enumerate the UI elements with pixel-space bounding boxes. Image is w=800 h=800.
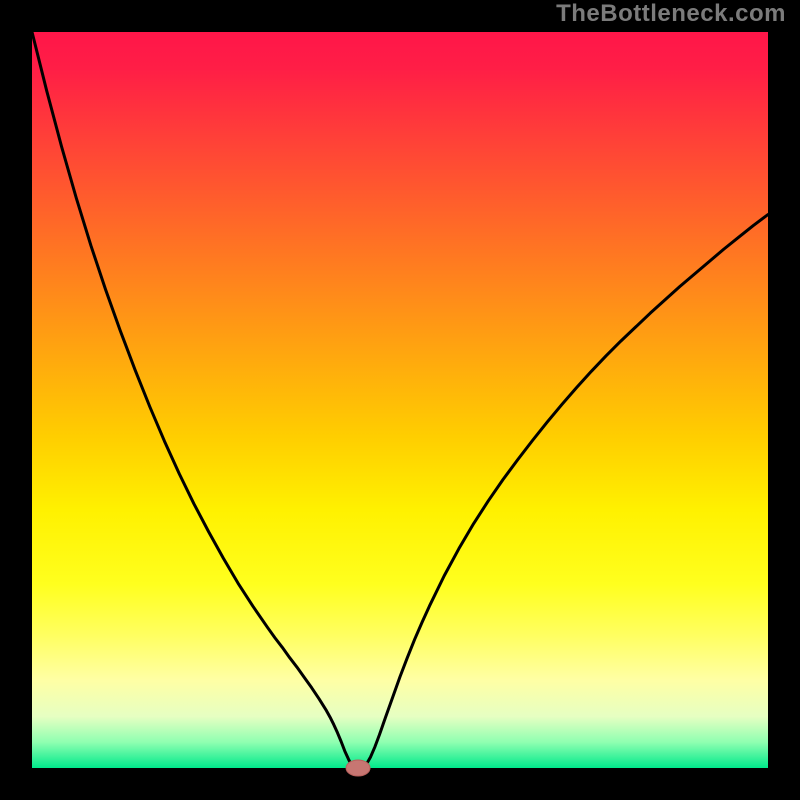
watermark-text: TheBottleneck.com bbox=[556, 0, 786, 28]
plot-background bbox=[32, 32, 768, 768]
bottleneck-min-marker bbox=[346, 760, 370, 776]
bottleneck-chart bbox=[0, 0, 800, 800]
chart-stage: TheBottleneck.com bbox=[0, 0, 800, 800]
